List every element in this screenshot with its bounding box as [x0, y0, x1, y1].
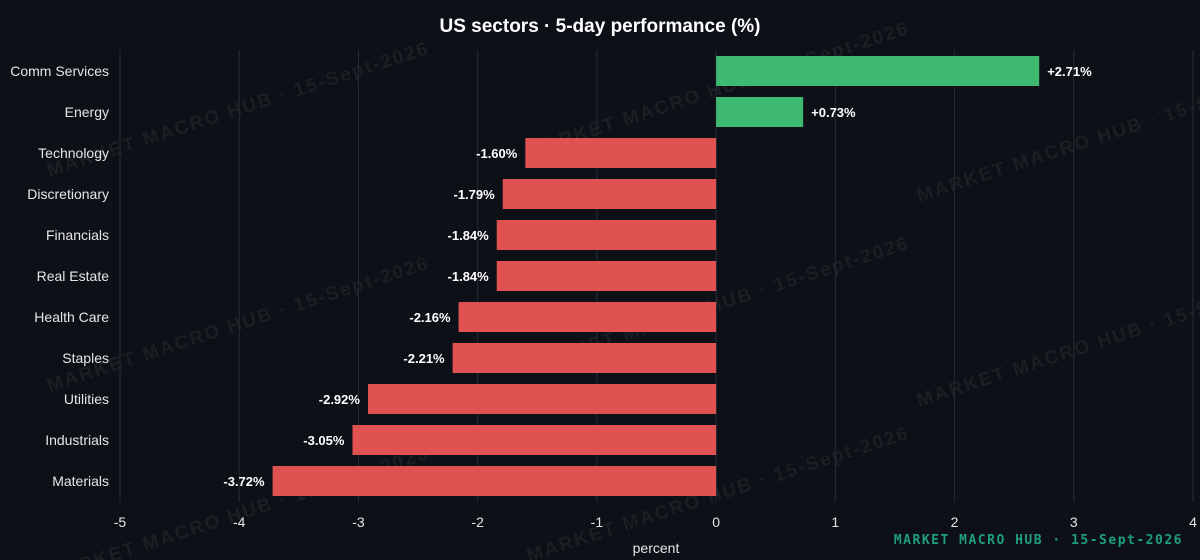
x-tick-label: 4 — [1189, 514, 1197, 530]
category-label: Discretionary — [27, 186, 109, 202]
x-tick-label: 2 — [951, 514, 959, 530]
value-label: -3.05% — [303, 433, 345, 448]
bar — [496, 220, 717, 250]
x-tick-label: -2 — [471, 514, 484, 530]
watermark-text: MARKET MACRO HUB · 15-Sept-2026 — [914, 268, 1200, 412]
bar — [367, 384, 717, 414]
x-tick-label: -5 — [114, 514, 127, 530]
value-label: -3.72% — [223, 474, 265, 489]
bars — [272, 56, 1040, 496]
category-label: Materials — [52, 473, 109, 489]
value-label: -1.60% — [476, 146, 518, 161]
category-label: Staples — [62, 350, 109, 366]
bar — [716, 97, 804, 127]
category-label: Health Care — [34, 309, 109, 325]
x-tick-label: 3 — [1070, 514, 1078, 530]
value-labels: +2.71% +0.73% -1.60% -1.79% -1.84% -1.84% -2.1… — [223, 64, 1092, 489]
value-label: -2.92% — [319, 392, 361, 407]
bar — [458, 302, 717, 332]
value-label: +0.73% — [811, 105, 856, 120]
category-label: Energy — [65, 104, 109, 120]
bar — [352, 425, 717, 455]
value-label: -2.21% — [403, 351, 445, 366]
x-tick-label: 1 — [831, 514, 839, 530]
value-label: +2.71% — [1047, 64, 1092, 79]
value-label: -2.16% — [409, 310, 451, 325]
category-label: Comm Services — [10, 63, 109, 79]
bar — [525, 138, 717, 168]
footer-brand: MARKET MACRO HUB · 15-Sept-2026 — [894, 533, 1183, 548]
category-label: Financials — [46, 227, 109, 243]
x-axis-label: percent — [633, 540, 680, 556]
value-label: -1.84% — [448, 228, 490, 243]
value-label: -1.84% — [448, 269, 490, 284]
category-label: Utilities — [64, 391, 109, 407]
x-tick-label: -4 — [233, 514, 246, 530]
bar — [502, 179, 717, 209]
bar — [452, 343, 717, 373]
chart-title: US sectors · 5-day performance (%) — [440, 16, 761, 37]
x-tick-label: -3 — [352, 514, 365, 530]
category-labels: Comm Services Energy Technology Discretiona… — [10, 63, 109, 489]
bar — [272, 466, 717, 496]
category-label: Technology — [38, 145, 109, 161]
x-tick-label: -1 — [591, 514, 604, 530]
x-tick-label: 0 — [712, 514, 720, 530]
category-label: Industrials — [45, 432, 109, 448]
category-label: Real Estate — [37, 268, 110, 284]
x-axis-ticks: -5 -4 -3 -2 -1 0 1 2 3 4 — [114, 514, 1197, 530]
bar — [716, 56, 1040, 86]
watermark-text: MARKET MACRO HUB · 15-Sept-2026 — [44, 443, 432, 560]
bar — [496, 261, 717, 291]
value-label: -1.79% — [454, 187, 496, 202]
